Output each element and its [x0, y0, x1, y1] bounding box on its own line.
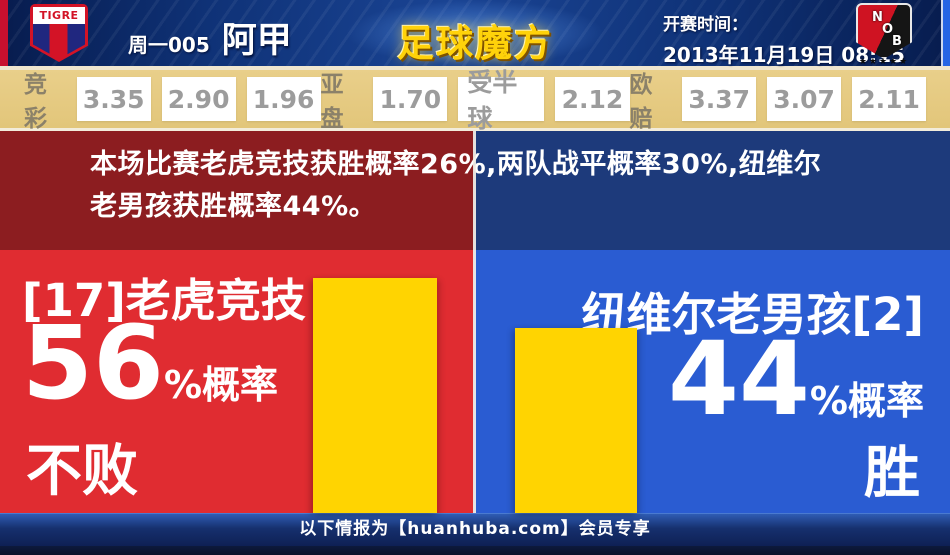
asian-handicap-line: 受半球 — [458, 68, 545, 133]
asian-home-odds: 1.70 — [373, 77, 448, 121]
bottom-strip — [0, 546, 950, 555]
newells-letter-b: B — [892, 34, 902, 49]
away-probability: 44%概率 — [668, 326, 924, 433]
euro-home-odds: 3.37 — [682, 77, 757, 121]
home-probability: 56%概率 — [22, 310, 278, 417]
center-divider — [473, 131, 476, 513]
away-probability-bar — [515, 328, 637, 513]
odds-group-jingcai: 竞彩 3.35 2.90 1.96 — [24, 65, 321, 133]
odds-label-asian: 亚盘 — [320, 72, 344, 132]
home-outcome-label: 不败 — [26, 439, 138, 504]
kickoff-info: 开赛时间： 2013年11月19日 08:15 — [663, 10, 905, 68]
tigre-shield-text: TIGRE — [33, 7, 85, 24]
odds-value-home: 3.35 — [76, 77, 151, 121]
home-probability-value: 56 — [22, 304, 164, 423]
left-red-edge-strip — [0, 0, 8, 66]
away-outcome-label: 胜 — [864, 441, 920, 506]
header: TIGRE 周一005 阿甲 足球魔方 开赛时间： 2013年11月19日 08… — [0, 0, 950, 68]
league-name: 阿甲 — [221, 21, 292, 61]
home-probability-bar — [313, 278, 437, 513]
footer: 以下情报为【huanhuba.com】会员专享 — [0, 513, 950, 546]
away-probability-value: 44 — [667, 320, 810, 439]
right-blue-edge-strip — [941, 0, 950, 66]
odds-label-european: 欧赔 — [629, 72, 653, 132]
tigre-shield-stripes — [33, 24, 85, 59]
euro-away-odds: 2.11 — [852, 77, 927, 121]
newells-shield: N O B — [856, 3, 912, 59]
odds-group-asian-handicap: 亚盘 1.70 受半球 2.12 — [321, 65, 630, 133]
probability-summary-text: 本场比赛老虎竞技获胜概率26%,两队战平概率30%,纽维尔老男孩获胜概率44%。 — [90, 149, 822, 222]
tigre-team-logo: TIGRE — [30, 4, 88, 62]
kickoff-label: 开赛时间： — [663, 15, 748, 35]
probability-panels: [17]老虎竞技 56%概率 不败 纽维尔老男孩[2] 44%概率 胜 — [0, 250, 950, 513]
footer-member-notice: 以下情报为【huanhuba.com】会员专享 — [299, 519, 651, 539]
odds-group-european: 欧赔 3.37 3.07 2.11 — [629, 65, 927, 133]
asian-away-odds: 2.12 — [555, 77, 630, 121]
euro-draw-odds: 3.07 — [767, 77, 842, 121]
away-team-name: 纽维尔老男孩[2] — [581, 288, 924, 341]
tigre-shield: TIGRE — [30, 4, 88, 62]
odds-value-draw: 2.90 — [161, 77, 236, 121]
newells-team-logo: N O B ★★★★★ — [853, 3, 915, 67]
home-team-name: [17]老虎竞技 — [22, 274, 306, 327]
match-code: 周一005 — [128, 33, 210, 57]
site-logo: 足球魔方 — [397, 22, 553, 65]
newells-letter-o: O — [882, 22, 894, 37]
home-probability-suffix: %概率 — [163, 363, 279, 407]
body-area: 本场比赛老虎竞技获胜概率26%,两队战平概率30%,纽维尔老男孩获胜概率44%。… — [0, 131, 950, 513]
match-label: 周一005 阿甲 — [128, 12, 292, 63]
newells-letter-n: N — [872, 10, 883, 25]
odds-bar: 竞彩 3.35 2.90 1.96 亚盘 1.70 受半球 2.12 欧赔 3.… — [0, 65, 950, 133]
odds-value-away: 1.96 — [246, 77, 321, 121]
logo-light-burst — [345, 0, 605, 66]
newells-stars-icon: ★★★★★ — [858, 57, 910, 67]
away-probability-suffix: %概率 — [809, 379, 924, 423]
odds-label-jingcai: 竞彩 — [24, 72, 47, 132]
